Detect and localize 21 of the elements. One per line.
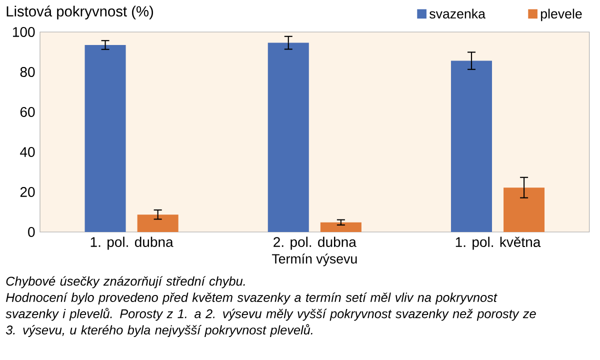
bar xyxy=(320,222,362,232)
y-tick-label: 60 xyxy=(20,107,35,117)
x-axis-title: Termín výsevu xyxy=(272,254,357,266)
y-tick-label: 0 xyxy=(28,227,35,237)
bar xyxy=(84,45,126,232)
text: Chybové úsečky znázorňují střední chybu. xyxy=(6,276,245,288)
text: Hodnocení bylo provedeno před květem svazenky a termín setí měl vliv na pokryvnost svazenky i plevelů. Porosty z 1. a 2. výsevu měly vyšší pokryvnost svazenky než porosty ze 3. výsevu, u kterého byla nejvyšší pokryvnost plevelů. xyxy=(6,292,536,338)
y-tick-label: 100 xyxy=(13,27,35,37)
bar xyxy=(268,42,309,232)
y-tick-label: 40 xyxy=(20,147,35,157)
legend-label: svazenka xyxy=(430,8,486,19)
bar xyxy=(504,188,545,232)
y-tick-label: 80 xyxy=(20,67,35,77)
x-tick-label: 2. pol. dubna xyxy=(274,236,356,250)
x-tick-label: 1. pol. dubna xyxy=(90,236,174,250)
y-axis-title: Listová pokryvnost (%) xyxy=(6,6,154,20)
bar xyxy=(450,60,492,232)
bar xyxy=(137,214,178,232)
legend-label: plevele xyxy=(540,8,582,22)
y-tick-label: 20 xyxy=(20,187,35,197)
x-tick-label: 1. pol. května xyxy=(456,236,541,250)
